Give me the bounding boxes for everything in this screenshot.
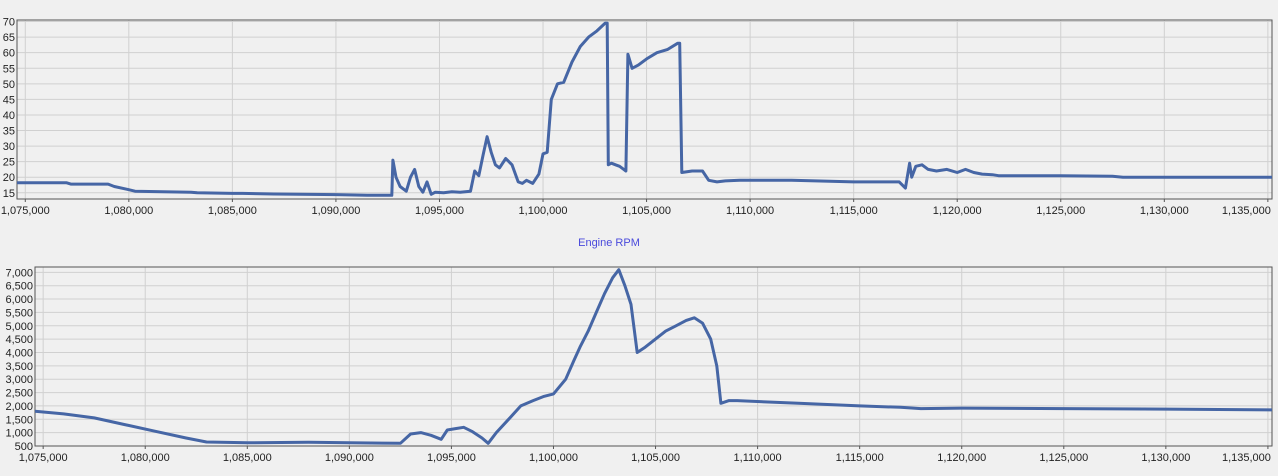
y-tick-label: 65	[3, 32, 15, 44]
x-tick-label: 1,130,000	[1141, 452, 1190, 464]
y-tick-label: 60	[3, 48, 15, 60]
x-tick-label: 1,100,000	[529, 452, 578, 464]
chart-engine-rpm: 1,075,000 1,080,000 1,085,000 1,090,000 1,09…	[5, 266, 1273, 464]
y-tick-label: 45	[3, 94, 15, 106]
y-tick-label: 6,000	[5, 294, 33, 306]
y-tick-label: 30	[3, 141, 15, 153]
plot-frame	[16, 19, 1273, 200]
x-tick-label: 1,075,000	[19, 452, 68, 464]
plot-area	[17, 20, 1272, 199]
x-tick-label: 1,080,000	[121, 452, 170, 464]
x-tick-label: 1,125,000	[1036, 205, 1085, 217]
x-tick-label: 1,095,000	[427, 452, 476, 464]
y-tick-label: 6,500	[5, 281, 33, 293]
x-tick-label: 1,130,000	[1140, 205, 1189, 217]
x-tick-label: 1,105,000	[631, 452, 680, 464]
y-tick-label: 3,500	[5, 361, 33, 373]
y-tick-label: 1,000	[5, 428, 33, 440]
y-tick-label: 500	[15, 441, 33, 453]
y-tick-label: 5,500	[5, 307, 33, 319]
x-tick-label: 1,090,000	[311, 205, 360, 217]
x-tick-label: 1,080,000	[104, 205, 153, 217]
x-tick-label: 1,085,000	[208, 205, 257, 217]
x-tick-label: 1,115,000	[836, 452, 884, 464]
x-tick-label: 1,115,000	[830, 205, 878, 217]
plot-area	[35, 267, 1272, 446]
x-tick-label: 1,125,000	[1039, 452, 1088, 464]
chart-title-engine-rpm: Engine RPM	[578, 237, 640, 249]
series-line	[35, 268, 1272, 445]
y-tick-label: 25	[3, 157, 15, 169]
y-tick-label: 1,500	[5, 414, 33, 426]
y-tick-label: 2,500	[5, 388, 33, 400]
x-tick-label: 1,120,000	[933, 205, 982, 217]
y-tick-label: 40	[3, 110, 15, 122]
x-tick-label: 1,110,000	[734, 452, 782, 464]
y-tick-label: 20	[3, 172, 15, 184]
y-tick-label: 5,000	[5, 321, 33, 333]
x-tick-label: 1,100,000	[519, 205, 568, 217]
y-tick-label: 7,000	[5, 267, 33, 279]
x-tick-label: 1,110,000	[726, 205, 774, 217]
y-tick-label: 55	[3, 63, 15, 75]
y-tick-label: 4,500	[5, 334, 33, 346]
x-tick-label: 1,135,000	[1222, 205, 1271, 217]
y-tick-label: 70	[3, 17, 15, 29]
x-tick-label: 1,105,000	[622, 205, 671, 217]
y-tick-label: 2,000	[5, 401, 33, 413]
y-tick-label: 15	[3, 188, 15, 200]
y-tick-label: 35	[3, 126, 15, 138]
chart-throttle: 1,075,000 1,080,000 1,085,000 1,090,000 1,09…	[1, 17, 1273, 217]
x-tick-label: 1,085,000	[223, 452, 272, 464]
x-tick-label: 1,095,000	[415, 205, 464, 217]
x-tick-label: 1,135,000	[1222, 452, 1271, 464]
y-tick-label: 4,000	[5, 347, 33, 359]
y-tick-label: 50	[3, 79, 15, 91]
x-tick-label: 1,090,000	[325, 452, 374, 464]
y-tick-label: 3,000	[5, 374, 33, 386]
x-tick-label: 1,120,000	[937, 452, 986, 464]
plot-frame	[34, 266, 1273, 447]
series-line	[17, 21, 1272, 197]
x-tick-label: 1,075,000	[1, 205, 50, 217]
